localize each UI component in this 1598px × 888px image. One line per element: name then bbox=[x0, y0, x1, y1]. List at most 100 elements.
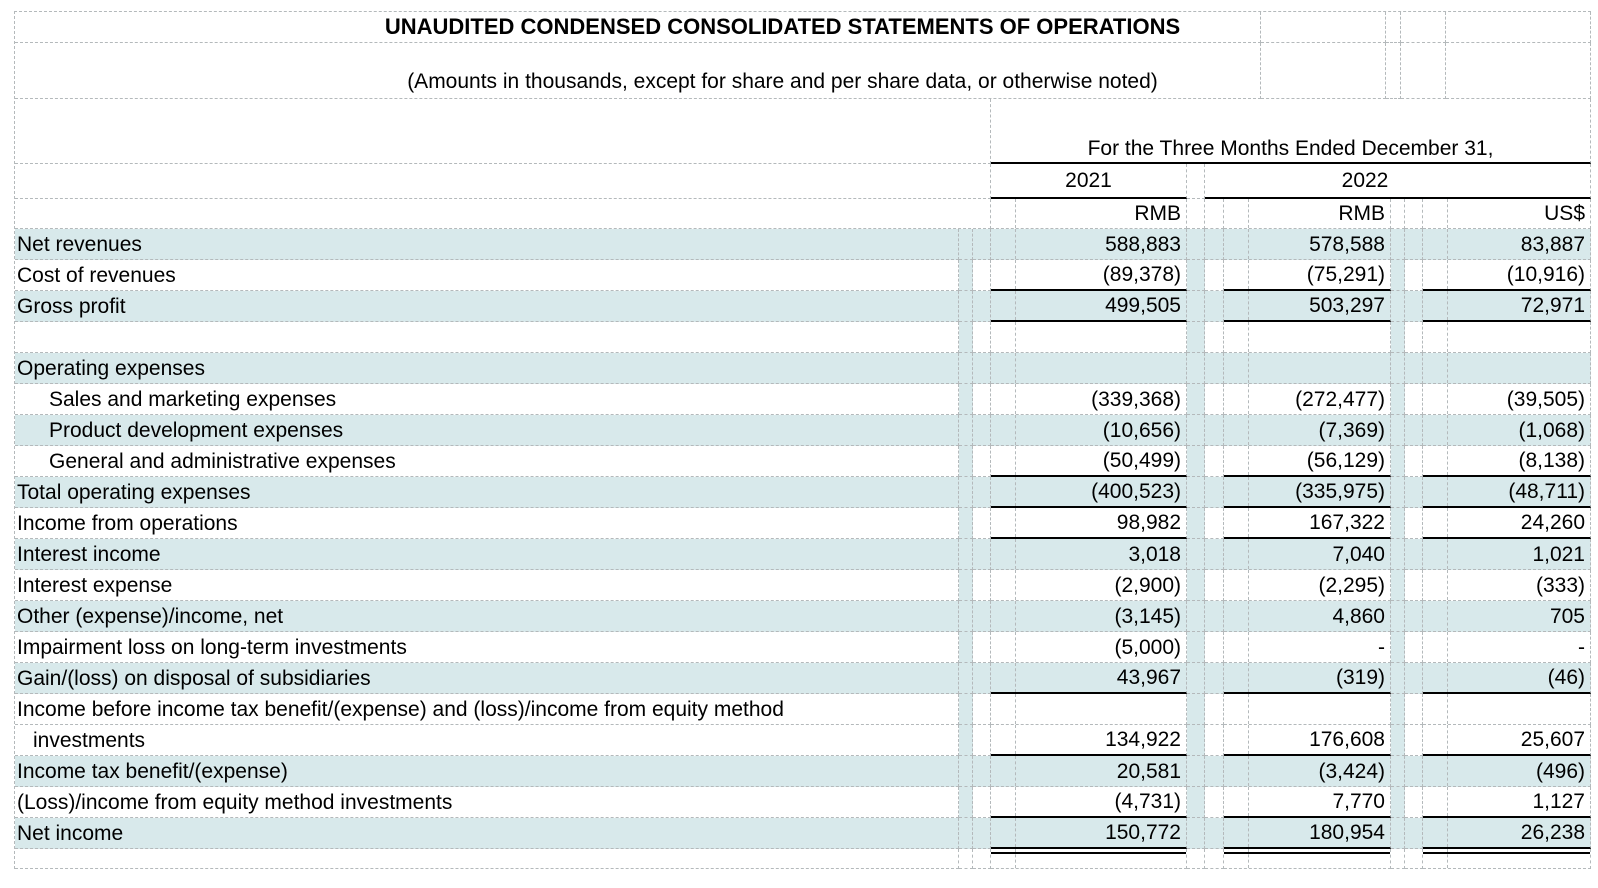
gap-cell bbox=[1205, 384, 1224, 415]
value-2022-rmb: 7,770 bbox=[1224, 787, 1391, 818]
gap-cell bbox=[1187, 601, 1205, 632]
row-label: Net revenues bbox=[15, 229, 959, 260]
table-row: Other (expense)/income, net (3,145) 4,860 7… bbox=[15, 601, 1591, 632]
row-label: Cost of revenues bbox=[15, 260, 959, 291]
gap-cell bbox=[959, 415, 973, 446]
gap-cell bbox=[1405, 725, 1423, 756]
row-label: (Loss)/income from equity method investm… bbox=[15, 787, 959, 818]
empty-cell bbox=[1261, 43, 1386, 99]
value-2021-rmb: 98,982 bbox=[991, 508, 1187, 539]
gap-cell bbox=[1205, 756, 1224, 787]
row-label: Product development expenses bbox=[15, 415, 959, 446]
value-2021-rmb: 43,967 bbox=[991, 663, 1187, 694]
gap-cell bbox=[959, 694, 973, 725]
table-row bbox=[15, 322, 1591, 353]
value-2022-usd: 1,127 bbox=[1423, 787, 1591, 818]
gap-cell bbox=[973, 446, 991, 477]
gap-cell bbox=[1187, 756, 1205, 787]
empty-cell bbox=[15, 99, 991, 164]
gap-cell bbox=[973, 601, 991, 632]
gap-cell bbox=[973, 725, 991, 756]
gap-cell bbox=[1187, 725, 1205, 756]
value-2022-usd: (39,505) bbox=[1423, 384, 1591, 415]
value-2022-rmb: (319) bbox=[1224, 663, 1391, 694]
gap-cell bbox=[973, 384, 991, 415]
value-2021-rmb: 20,581 bbox=[991, 756, 1187, 787]
gap-cell bbox=[959, 260, 973, 291]
gap-cell bbox=[959, 663, 973, 694]
value-2021-rmb: 134,922 bbox=[991, 725, 1187, 756]
empty-cell bbox=[1405, 849, 1423, 869]
gap-cell bbox=[1391, 384, 1405, 415]
gap-cell bbox=[1391, 725, 1405, 756]
value-2022-rmb: 7,040 bbox=[1224, 539, 1391, 570]
gap-cell bbox=[959, 446, 973, 477]
gap-cell bbox=[973, 229, 991, 260]
gap-cell bbox=[973, 632, 991, 663]
unit-header-row: RMB RMB US$ bbox=[15, 199, 1591, 229]
gap-cell bbox=[1391, 415, 1405, 446]
bottom-spacer-row bbox=[15, 849, 1591, 869]
empty-cell bbox=[1205, 849, 1224, 869]
row-label: Interest expense bbox=[15, 570, 959, 601]
value-2022-rmb: 180,954 bbox=[1224, 818, 1391, 854]
value-2021-rmb bbox=[991, 694, 1187, 725]
table-row: Total operating expenses (400,523) (335,97… bbox=[15, 477, 1591, 508]
gap-cell bbox=[1187, 818, 1205, 849]
row-label bbox=[15, 322, 959, 353]
value-2022-rmb: (2,295) bbox=[1224, 570, 1391, 601]
empty-cell bbox=[1446, 43, 1591, 99]
table-row: Cost of revenues (89,378) (75,291) (10,916) bbox=[15, 260, 1591, 291]
value-2022-rmb: - bbox=[1224, 632, 1391, 663]
subtitle-row: (Amounts in thousands, except for share … bbox=[15, 43, 1591, 99]
value-2021-rmb: (10,656) bbox=[991, 415, 1187, 446]
gap-cell bbox=[1391, 601, 1405, 632]
value-2022-usd bbox=[1423, 353, 1591, 384]
gap-cell bbox=[973, 322, 991, 353]
value-2021-rmb: (400,523) bbox=[991, 477, 1187, 508]
gap-cell bbox=[1205, 415, 1224, 446]
value-2022-rmb: (335,975) bbox=[1224, 477, 1391, 508]
gap-cell bbox=[1391, 229, 1405, 260]
year-header-row: 2021 2022 bbox=[15, 164, 1591, 199]
value-2022-usd: 72,971 bbox=[1423, 291, 1591, 322]
gap-cell bbox=[1205, 229, 1224, 260]
row-label: Net income bbox=[15, 818, 959, 849]
gap-cell bbox=[959, 539, 973, 570]
gap-cell bbox=[1205, 477, 1224, 508]
gap-cell bbox=[973, 353, 991, 384]
row-label: Income tax benefit/(expense) bbox=[15, 756, 959, 787]
table-row: (Loss)/income from equity method investm… bbox=[15, 787, 1591, 818]
row-label: Other (expense)/income, net bbox=[15, 601, 959, 632]
gap-cell bbox=[1205, 725, 1224, 756]
value-2022-rmb bbox=[1224, 322, 1391, 353]
unit-header-2022-usd: US$ bbox=[1423, 199, 1591, 229]
gap-cell bbox=[1405, 663, 1423, 694]
row-label: investments bbox=[15, 725, 959, 756]
gap-cell bbox=[1205, 787, 1224, 818]
gap-cell bbox=[1187, 570, 1205, 601]
gap-cell bbox=[959, 384, 973, 415]
table-row: Income from operations 98,982 167,322 24,26… bbox=[15, 508, 1591, 539]
gap-cell bbox=[1187, 446, 1205, 477]
value-2022-rmb: (56,129) bbox=[1224, 446, 1391, 477]
page-subtitle: (Amounts in thousands, except for share … bbox=[15, 43, 1261, 99]
value-2022-usd: (8,138) bbox=[1423, 446, 1591, 477]
row-label: Interest income bbox=[15, 539, 959, 570]
gap-cell bbox=[973, 539, 991, 570]
gap-cell bbox=[1391, 353, 1405, 384]
empty-cell bbox=[959, 849, 973, 869]
gap-cell bbox=[1187, 477, 1205, 508]
gap-cell bbox=[1405, 260, 1423, 291]
table-row: Gross profit 499,505 503,297 72,971 bbox=[15, 291, 1591, 322]
value-2022-usd: (10,916) bbox=[1423, 260, 1591, 291]
value-2022-rmb bbox=[1224, 694, 1391, 725]
value-2022-usd: 1,021 bbox=[1423, 539, 1591, 570]
gap-cell bbox=[1391, 508, 1405, 539]
gap-cell bbox=[959, 601, 973, 632]
gap-cell bbox=[973, 756, 991, 787]
gap-cell bbox=[1405, 508, 1423, 539]
row-label: Total operating expenses bbox=[15, 477, 959, 508]
value-2021-rmb: 588,883 bbox=[991, 229, 1187, 260]
value-2021-rmb bbox=[991, 322, 1187, 353]
